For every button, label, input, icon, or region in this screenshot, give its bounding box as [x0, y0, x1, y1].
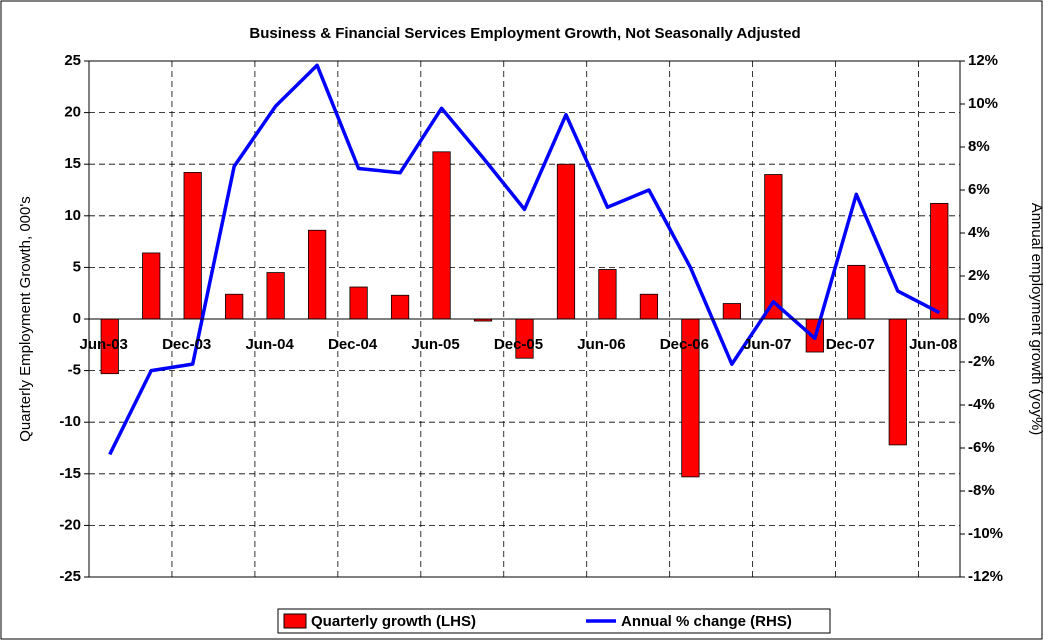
y2-tick-label: -10%	[968, 525, 1003, 542]
bar	[847, 264, 866, 320]
y2-tick-label: -4%	[968, 396, 995, 413]
y-axis-label: Quarterly Employment Growth, 000's	[17, 196, 34, 441]
y2-tick-label: 12%	[968, 52, 998, 69]
bar	[598, 269, 617, 320]
bar	[225, 293, 244, 320]
bar	[142, 252, 161, 320]
y2-tick-label: 8%	[968, 138, 990, 155]
y2-tick-label: -12%	[968, 568, 1003, 585]
y2-tick-label: -6%	[968, 439, 995, 456]
legend-swatch	[283, 613, 307, 629]
x-tick-label: Dec-03	[162, 336, 211, 353]
legend	[277, 608, 831, 634]
y-tick-label: 25	[64, 52, 81, 69]
y-tick-label: 15	[64, 155, 81, 172]
x-tick-label: Jun-08	[909, 336, 957, 353]
bar	[349, 286, 368, 320]
x-tick-label: Jun-04	[245, 336, 294, 353]
x-tick-label: Dec-04	[328, 336, 378, 353]
y-tick-label: -25	[59, 568, 81, 585]
x-tick-label: Jun-05	[411, 336, 459, 353]
x-tick-label: Jun-03	[80, 336, 128, 353]
y2-tick-label: -2%	[968, 353, 995, 370]
bar	[308, 229, 327, 320]
chart-title: Business & Financial Services Employment…	[249, 25, 800, 42]
legend-label: Annual % change (RHS)	[621, 613, 792, 630]
y2-axis-label: Annual employment growth (yoy%)	[1028, 203, 1044, 436]
y-tick-label: 0	[73, 310, 81, 327]
legend-label: Quarterly growth (LHS)	[311, 613, 476, 630]
line	[108, 63, 941, 456]
bar	[556, 163, 576, 320]
y-tick-label: 10	[64, 207, 81, 224]
y2-tick-label: 2%	[968, 267, 990, 284]
y-tick-label: -10	[59, 413, 81, 430]
bar	[930, 203, 949, 320]
y2-tick-label: 4%	[968, 224, 990, 241]
y-tick-label: 20	[64, 104, 81, 121]
bar	[639, 293, 659, 320]
x-tick-label: Dec-07	[826, 336, 875, 353]
bar	[432, 151, 451, 320]
x-tick-label: Jun-06	[577, 336, 625, 353]
y-tick-label: -20	[59, 516, 81, 533]
y2-tick-label: 0%	[968, 310, 990, 327]
x-tick-label: Dec-05	[494, 336, 543, 353]
y2-tick-label: 6%	[968, 181, 990, 198]
bar	[764, 174, 783, 320]
y-tick-label: 5	[73, 258, 81, 275]
y2-tick-label: 10%	[968, 95, 998, 112]
bar	[390, 294, 410, 320]
y2-tick-label: -8%	[968, 482, 995, 499]
bar	[722, 303, 741, 320]
bar	[888, 318, 907, 446]
bar	[183, 172, 202, 320]
y-tick-label: -15	[59, 465, 81, 482]
bar	[266, 272, 285, 320]
x-tick-label: Jun-07	[743, 336, 791, 353]
y-tick-label: -5	[68, 362, 81, 379]
x-tick-label: Dec-06	[660, 336, 709, 353]
